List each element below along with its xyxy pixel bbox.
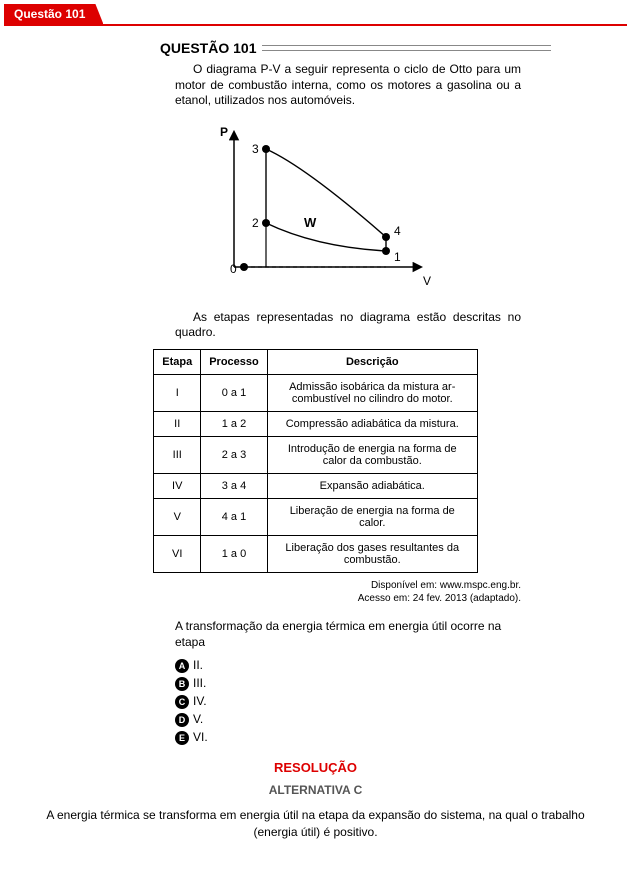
pv-diagram: V P 0 1 2 3 4 W [20, 117, 611, 300]
cell-etapa: V [154, 498, 201, 535]
source-citation: Disponível em: www.mspc.eng.br. Acesso e… [20, 579, 521, 605]
alternative-text: III. [193, 676, 206, 690]
cell-processo: 1 a 0 [201, 535, 268, 572]
svg-text:W: W [304, 215, 317, 230]
header-descricao: Descrição [267, 349, 477, 374]
cell-descricao: Expansão adiabática. [267, 473, 477, 498]
cell-processo: 2 a 3 [201, 436, 268, 473]
alternative-letter: D [175, 713, 189, 727]
table-row: I0 a 1Admissão isobárica da mistura ar-c… [154, 374, 478, 411]
header-rule [4, 24, 627, 26]
header-etapa: Etapa [154, 349, 201, 374]
cell-etapa: I [154, 374, 201, 411]
table-row: IV3 a 4Expansão adiabática. [154, 473, 478, 498]
cell-descricao: Compressão adiabática da mistura. [267, 411, 477, 436]
svg-text:4: 4 [394, 224, 401, 238]
alternative-text: VI. [193, 730, 208, 744]
cell-etapa: VI [154, 535, 201, 572]
alternative-text: IV. [193, 694, 207, 708]
cell-descricao: Introdução de energia na forma de calor … [267, 436, 477, 473]
title-rule [262, 45, 551, 51]
alternative-letter: B [175, 677, 189, 691]
question-title-row: QUESTÃO 101 [160, 40, 611, 56]
alternative-item: A II. [175, 656, 521, 674]
cell-etapa: II [154, 411, 201, 436]
pv-diagram-svg: V P 0 1 2 3 4 W [186, 117, 446, 297]
source-line-2: Acesso em: 24 fev. 2013 (adaptado). [358, 593, 521, 604]
question-tab-label: Questão 101 [14, 7, 85, 21]
svg-text:0: 0 [230, 262, 237, 276]
svg-text:V: V [423, 274, 431, 288]
source-line-1: Disponível em: www.mspc.eng.br. [371, 580, 521, 591]
alternative-item: D V. [175, 710, 521, 728]
svg-text:3: 3 [252, 142, 259, 156]
alternative-letter: A [175, 659, 189, 673]
header-processo: Processo [201, 349, 268, 374]
question-title: QUESTÃO 101 [160, 40, 256, 56]
cell-processo: 4 a 1 [201, 498, 268, 535]
table-header-row: Etapa Processo Descrição [154, 349, 478, 374]
after-diagram-text: As etapas representadas no diagrama estã… [175, 310, 521, 341]
alternative-item: B III. [175, 674, 521, 692]
alternative-text: V. [193, 712, 203, 726]
alternative-item: C IV. [175, 692, 521, 710]
alternative-letter: E [175, 731, 189, 745]
alternatives-list: A II. B III. C IV. D V. E VI. [175, 656, 521, 746]
table-row: III2 a 3Introdução de energia na forma d… [154, 436, 478, 473]
question-prompt: A transformação da energia térmica em en… [175, 619, 521, 650]
table-row: II1 a 2Compressão adiabática da mistura. [154, 411, 478, 436]
table-row: VI1 a 0Liberação dos gases resultantes d… [154, 535, 478, 572]
content-area: QUESTÃO 101 O diagrama P-V a seguir repr… [0, 40, 631, 881]
question-intro: O diagrama P-V a seguir representa o cic… [175, 62, 521, 109]
question-tab: Questão 101 [4, 4, 103, 24]
cell-descricao: Liberação dos gases resultantes da combu… [267, 535, 477, 572]
stages-table: Etapa Processo Descrição I0 a 1Admissão … [153, 349, 478, 573]
cell-etapa: IV [154, 473, 201, 498]
alternative-item: E VI. [175, 728, 521, 746]
svg-text:P: P [220, 125, 228, 139]
cell-descricao: Admissão isobárica da mistura ar-combust… [267, 374, 477, 411]
alternative-letter: C [175, 695, 189, 709]
table-row: V4 a 1Liberação de energia na forma de c… [154, 498, 478, 535]
alternative-text: II. [193, 658, 203, 672]
cell-processo: 1 a 2 [201, 411, 268, 436]
answer-label: ALTERNATIVA C [20, 783, 611, 797]
resolution-heading: RESOLUÇÃO [20, 760, 611, 775]
cell-processo: 3 a 4 [201, 473, 268, 498]
resolution-explanation: A energia térmica se transforma em energ… [40, 807, 591, 841]
cell-etapa: III [154, 436, 201, 473]
cell-processo: 0 a 1 [201, 374, 268, 411]
svg-text:1: 1 [394, 250, 401, 264]
svg-text:2: 2 [252, 216, 259, 230]
cell-descricao: Liberação de energia na forma de calor. [267, 498, 477, 535]
